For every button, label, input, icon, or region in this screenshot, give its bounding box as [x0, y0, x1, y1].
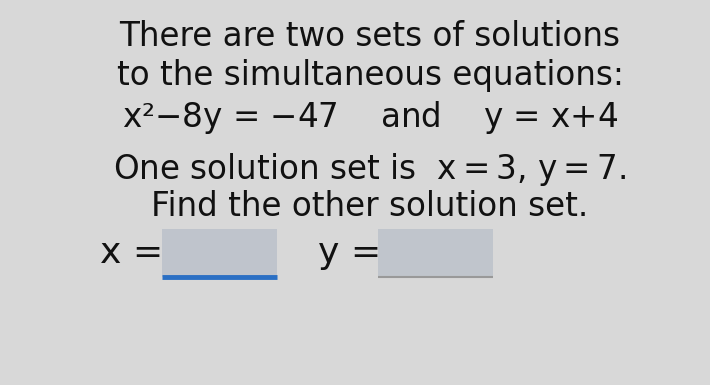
FancyBboxPatch shape: [378, 229, 493, 277]
Text: There are two sets of solutions: There are two sets of solutions: [119, 20, 621, 54]
Text: to the simultaneous equations:: to the simultaneous equations:: [116, 59, 623, 92]
Text: One solution set is  x$\mathregular{=}$3, y$\mathregular{=}$7.: One solution set is x$\mathregular{=}$3,…: [114, 152, 627, 189]
Text: Find the other solution set.: Find the other solution set.: [151, 191, 589, 224]
Text: x =: x =: [100, 236, 163, 270]
Text: x²$-$8y = $-$47    and    y = x+4: x²$-$8y = $-$47 and y = x+4: [122, 99, 618, 136]
Text: y =: y =: [318, 236, 381, 270]
FancyBboxPatch shape: [162, 229, 277, 277]
